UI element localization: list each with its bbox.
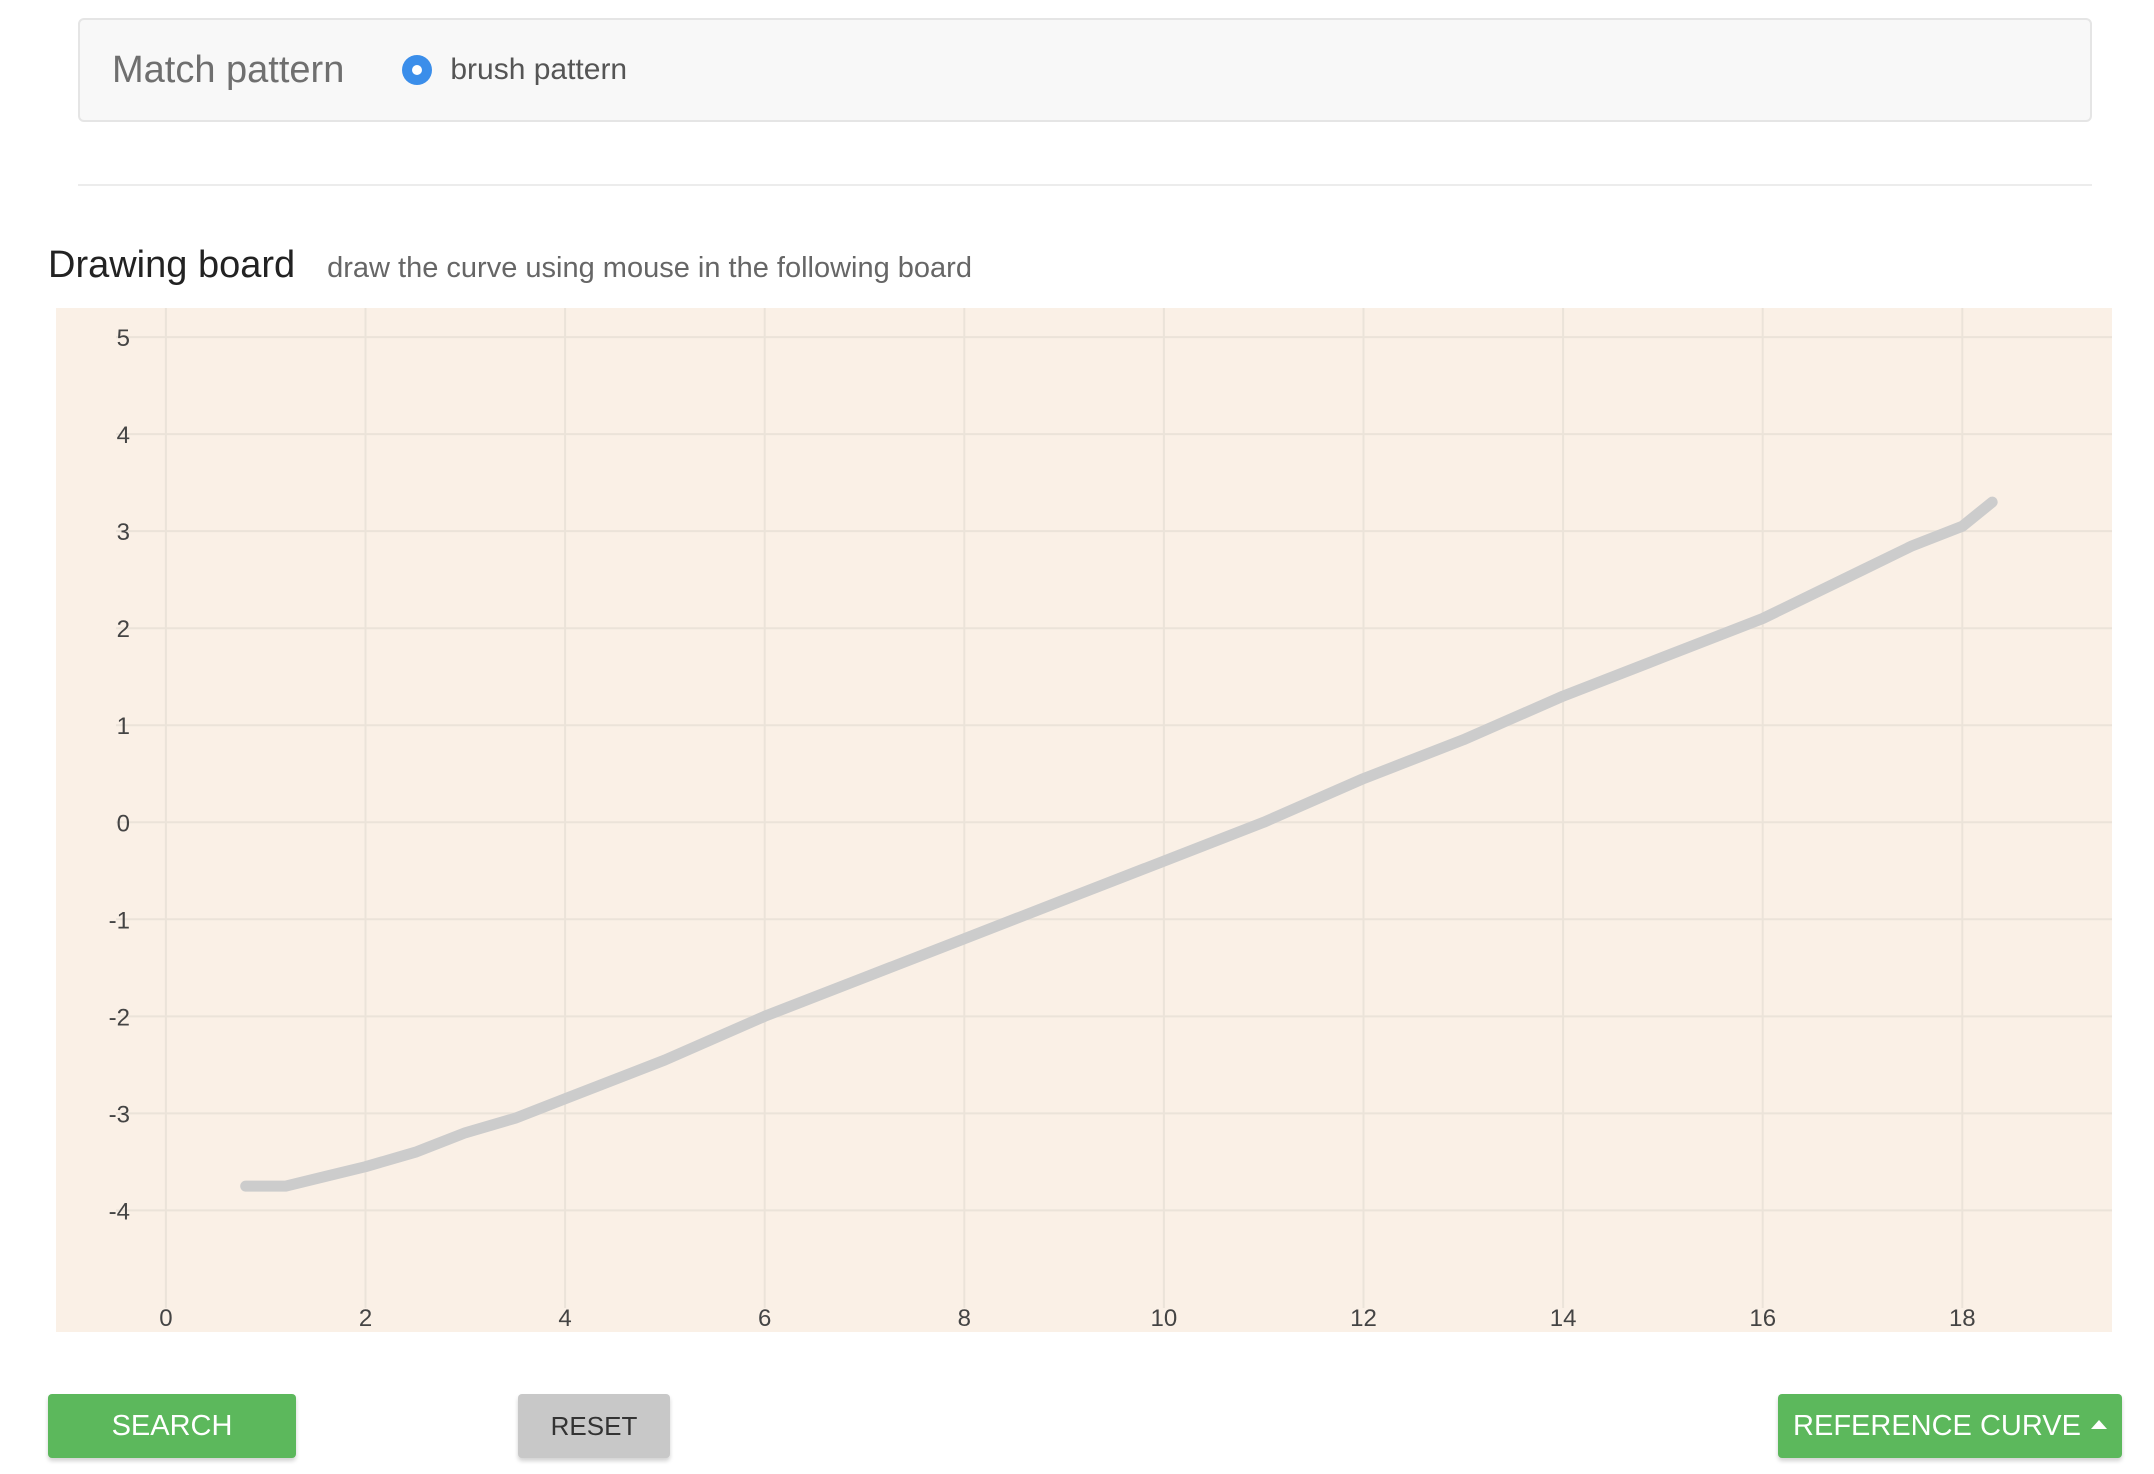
caret-up-icon [2090, 1419, 2107, 1429]
drawing-board-background[interactable] [56, 308, 2112, 1332]
y-tick-label: -1 [109, 907, 130, 934]
y-tick-label: -2 [109, 1004, 130, 1031]
y-tick-label: 5 [117, 325, 130, 352]
drawn-curve [240, 496, 1998, 1192]
match-pattern-panel: Match pattern brush pattern [78, 18, 2092, 122]
reference-curve-button[interactable]: REFERENCE CURVE [1778, 1394, 2122, 1458]
x-tick-label: 12 [1350, 1305, 1377, 1332]
x-tick-label: 10 [1151, 1305, 1178, 1332]
x-tick-label: 18 [1949, 1305, 1976, 1332]
drawing-board-title: Drawing board [48, 244, 296, 286]
x-tick-label: 4 [558, 1305, 571, 1332]
brush-pattern-label: brush pattern [450, 53, 628, 86]
match-pattern-title: Match pattern [112, 48, 345, 91]
drawing-board-heading: Drawing board draw the curve using mouse… [48, 244, 972, 287]
drawing-board-subtitle: draw the curve using mouse in the follow… [327, 252, 972, 284]
x-tick-label: 14 [1550, 1305, 1577, 1332]
x-axis-ticks: 0 2 4 6 8 10 12 14 16 18 [159, 1305, 1975, 1332]
reset-button[interactable]: RESET [518, 1394, 670, 1458]
section-divider [78, 184, 2092, 186]
brush-pattern-radio[interactable] [402, 55, 433, 85]
x-tick-label: 6 [758, 1305, 771, 1332]
y-axis-ticks: 5 4 3 2 1 0 -1 -2 -3 -4 [109, 325, 130, 1225]
y-tick-label: 1 [117, 713, 130, 740]
y-tick-label: 0 [117, 810, 130, 837]
y-tick-label: -4 [109, 1198, 130, 1225]
x-tick-label: 0 [159, 1305, 172, 1332]
x-tick-label: 16 [1749, 1305, 1776, 1332]
reference-curve-label: REFERENCE CURVE [1793, 1409, 2081, 1442]
y-tick-label: 4 [117, 422, 130, 449]
radio-selected-dot [412, 65, 423, 75]
search-button[interactable]: SEARCH [48, 1394, 296, 1458]
x-tick-label: 2 [359, 1305, 372, 1332]
y-tick-label: -3 [109, 1101, 130, 1128]
y-tick-label: 2 [117, 616, 130, 643]
grid-lines [116, 308, 2112, 1308]
y-tick-label: 3 [117, 519, 130, 546]
x-tick-label: 8 [958, 1305, 971, 1332]
brush-pattern-option[interactable]: brush pattern [402, 53, 627, 87]
